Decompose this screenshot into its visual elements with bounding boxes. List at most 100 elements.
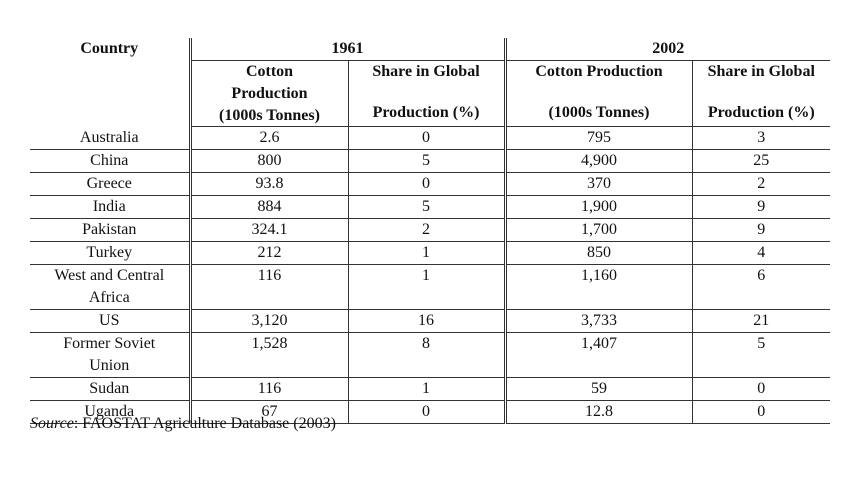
value-cell: 1,700 (503, 218, 692, 242)
value-cell: 4 (691, 241, 830, 265)
table-body: Australia 2.6 0 795 3 China 800 5 4,900 25 Greece 9… (30, 126, 830, 424)
country-cell: US (30, 309, 190, 333)
value-cell: 116 (188, 264, 348, 310)
value-cell: 370 (503, 172, 692, 196)
table-row: Greece 93.8 0 370 2 (30, 172, 830, 196)
country-header: Country (80, 40, 139, 57)
subheader-line: (1000s Tonnes) (548, 104, 650, 121)
value-cell: 59 (503, 377, 692, 401)
country-name: West and Central Africa (54, 267, 165, 306)
country-cell: Australia (30, 126, 190, 150)
value-cell: 212 (188, 241, 348, 265)
country-cell: Greece (30, 172, 190, 196)
subheader: Share in Global Production (%) (691, 60, 831, 127)
value-cell: 884 (188, 195, 348, 219)
country-cell: China (30, 149, 190, 173)
value-cell: 0 (691, 377, 830, 401)
value-cell: 2.6 (188, 126, 348, 150)
value-cell: 1,528 (188, 332, 348, 378)
value-cell: 0 (347, 172, 505, 196)
table-row: Uganda 67 0 12.8 0 (30, 400, 830, 424)
country-name: Uganda (84, 403, 135, 420)
table-row: Pakistan 324.1 2 1,700 9 (30, 218, 830, 242)
value-cell: 0 (347, 400, 505, 424)
subheader-line: Production (231, 85, 308, 102)
header-row: Country 1961 2002 (30, 38, 830, 61)
table-row: India 884 5 1,900 9 (30, 195, 830, 219)
value-cell: 3,733 (503, 309, 692, 333)
value-cell: 9 (691, 195, 830, 219)
country-cell: Turkey (30, 241, 190, 265)
country-name: Greece (86, 175, 132, 192)
value-cell: 8 (347, 332, 505, 378)
value-cell: 5 (347, 195, 505, 219)
country-cell: India (30, 195, 190, 219)
value-cell: 800 (188, 149, 348, 173)
country-cell: Sudan (30, 377, 190, 401)
subheader-line: Cotton Production (535, 63, 663, 80)
value-cell: 1,160 (503, 264, 692, 310)
table-row: Former Soviet Union 1,528 8 1,407 5 (30, 332, 830, 378)
source-label: Source (30, 415, 74, 432)
country-name: US (99, 312, 120, 329)
value-cell: 2 (347, 218, 505, 242)
subheader-row: Cotton Production (1000s Tonnes) Share in G… (30, 60, 831, 127)
country-name: China (90, 152, 129, 169)
subheader-lines: Cotton Production (1000s Tonnes) (507, 61, 692, 124)
value-cell: 1 (347, 264, 505, 310)
group-header: 1961 (188, 38, 505, 61)
value-cell: 2 (691, 172, 830, 196)
country-name: India (92, 198, 126, 215)
subheader-line: Cotton (245, 63, 294, 80)
country-name: Sudan (89, 380, 130, 397)
value-cell: 1 (347, 377, 505, 401)
subheader-line: Production (%) (707, 104, 815, 121)
country-cell: West and Central Africa (30, 264, 190, 310)
value-cell: 1,407 (503, 332, 692, 378)
value-cell: 6 (691, 264, 830, 310)
table-row: Sudan 116 1 59 0 (30, 377, 830, 401)
subheader: Cotton Production (1000s Tonnes) (503, 60, 692, 127)
value-cell: 0 (347, 126, 505, 150)
subheader-lines: Share in Global Production (%) (349, 61, 504, 124)
subheader: Cotton Production (1000s Tonnes) (188, 60, 348, 127)
country-name: Turkey (86, 244, 133, 261)
subheader-line: (1000s Tonnes) (219, 107, 320, 124)
value-cell: 116 (188, 377, 348, 401)
value-cell: 67 (188, 400, 348, 424)
value-cell: 21 (691, 309, 830, 333)
table-row: Turkey 212 1 850 4 (30, 241, 830, 265)
table-row: Australia 2.6 0 795 3 (30, 126, 830, 150)
value-cell: 93.8 (188, 172, 348, 196)
country-cell: Pakistan (30, 218, 190, 242)
value-cell: 3,120 (188, 309, 348, 333)
value-cell: 9 (691, 218, 830, 242)
country-name: Pakistan (82, 221, 137, 238)
subheader: Share in Global Production (%) (347, 60, 505, 127)
value-cell: 16 (347, 309, 505, 333)
subheader-line: Share in Global (707, 63, 815, 80)
subheader-line: Share in Global (372, 63, 480, 80)
value-cell: 795 (503, 126, 692, 150)
value-cell: 3 (691, 126, 830, 150)
value-cell: 0 (691, 400, 830, 424)
group-header: 2002 (503, 38, 830, 61)
value-cell: 5 (691, 332, 830, 378)
subheader-lines: Cotton Production (1000s Tonnes) (192, 61, 348, 124)
table-row: China 800 5 4,900 25 (30, 149, 830, 173)
value-cell: 5 (347, 149, 505, 173)
value-cell: 1 (347, 241, 505, 265)
table-row: US 3,120 16 3,733 21 (30, 309, 830, 333)
country-cell: Former Soviet Union (30, 332, 190, 378)
source-text: : FAOSTAT Agriculture Database (2003) (73, 415, 336, 432)
value-cell: 850 (503, 241, 692, 265)
subheader-line: Production (%) (372, 104, 480, 121)
subheader-lines: Share in Global Production (%) (693, 61, 831, 124)
table-row: West and Central Africa 116 1 1,160 6 (30, 264, 830, 310)
source-note: Source: FAOSTAT Agriculture Database (20… (30, 415, 336, 433)
value-cell: 25 (691, 149, 830, 173)
value-cell: 12.8 (503, 400, 692, 424)
country-name: Former Soviet Union (63, 335, 156, 374)
cotton-table: Country 1961 2002 Cotton Production (1000s… (30, 38, 830, 424)
